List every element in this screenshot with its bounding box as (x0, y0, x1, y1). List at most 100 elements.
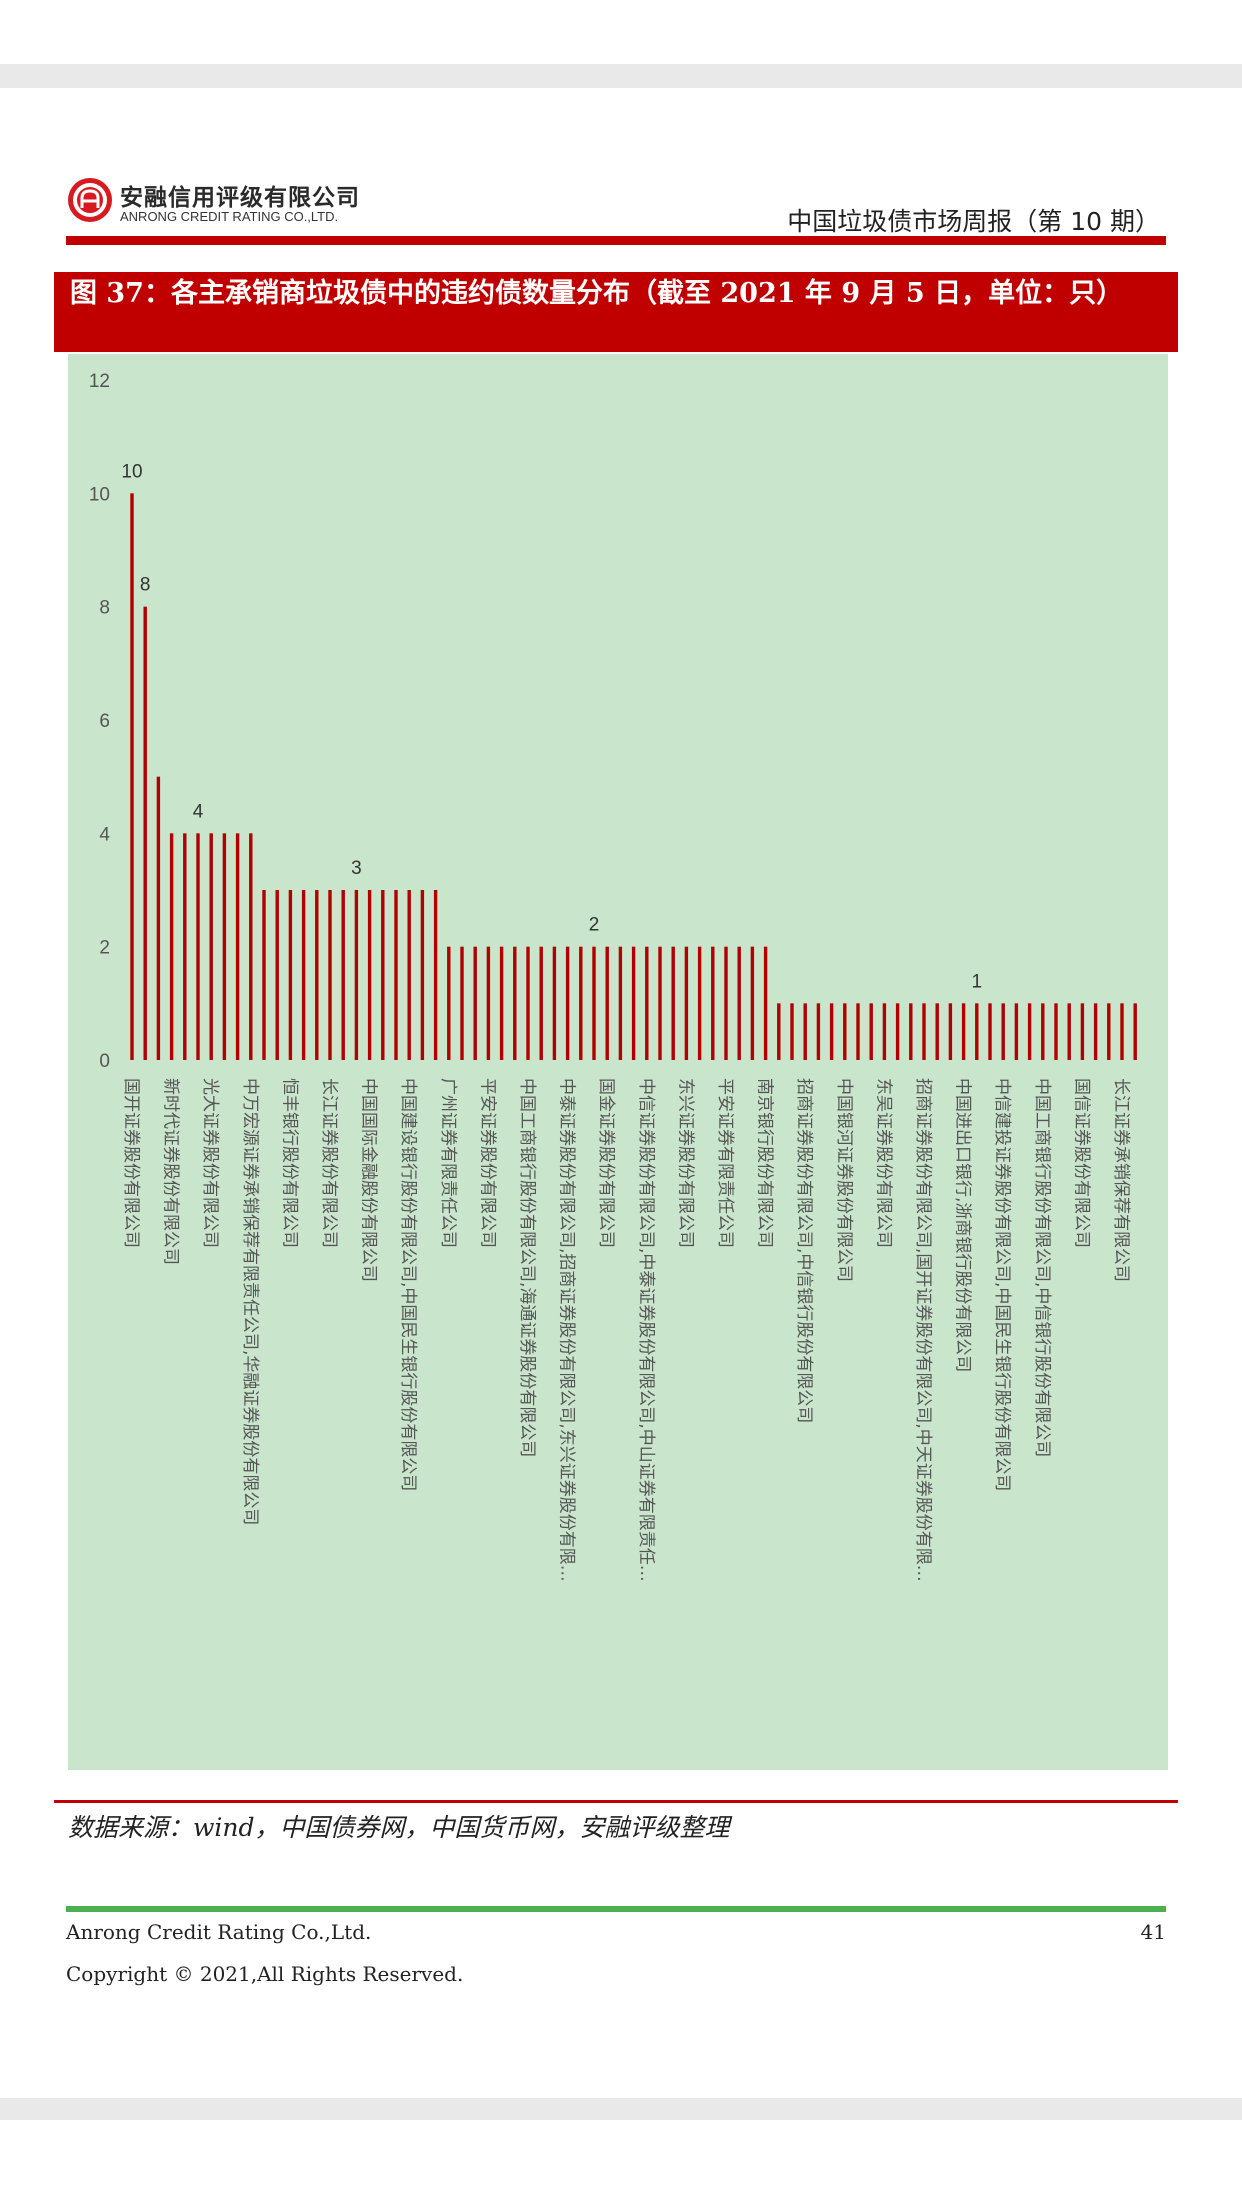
x-axis-label: 中信证券股份有限公司,中泰证券股份有限公司,中山证券有限责任… (636, 1078, 656, 1582)
bar (565, 946, 570, 1060)
y-tick-label: 8 (99, 598, 110, 619)
bar (394, 890, 398, 1060)
bar (579, 946, 583, 1060)
data-label: 3 (351, 858, 362, 879)
bar (829, 1003, 834, 1060)
bar (209, 833, 213, 1060)
bar (341, 890, 345, 1060)
data-label: 4 (193, 801, 204, 822)
bar (605, 946, 609, 1060)
bar (301, 890, 306, 1060)
data-label: 1 (972, 971, 983, 992)
x-axis-label: 中国国际金融股份有限公司 (359, 1078, 379, 1282)
bar (539, 946, 543, 1060)
bar (1093, 1003, 1098, 1060)
bar (961, 1003, 966, 1060)
y-tick-label: 0 (99, 1051, 110, 1072)
bar (737, 946, 741, 1060)
bar (909, 1003, 913, 1060)
bar-chart: 0 2 4 6 8 10 12 10 8 4 3 2 1 国开证券股份有限公司 新时代证券股份有限公司 光大证… (89, 371, 1137, 1582)
bar (1001, 1003, 1005, 1060)
bar (975, 1003, 979, 1060)
report-title: 中国垃圾债市场周报（第 10 期） (787, 207, 1160, 236)
bar (328, 890, 332, 1060)
figure-title: 图 37：各主承销商垃圾债中的违约债数量分布（截至 2021 年 9 月 5 日… (54, 272, 1178, 352)
bar (777, 1003, 781, 1060)
y-tick-label: 2 (99, 938, 110, 959)
page-number: 41 (1140, 1920, 1166, 1944)
bar (526, 946, 530, 1060)
bar (1067, 1003, 1071, 1060)
x-axis-label: 中国工商银行股份有限公司,海通证券股份有限公司 (517, 1078, 537, 1457)
bar (895, 1003, 900, 1060)
bottom-gray-band (0, 2098, 1242, 2120)
bar (433, 890, 438, 1060)
x-axis-label: 中国建设银行股份有限公司,中国民生银行股份有限公司 (398, 1078, 418, 1491)
x-axis-label: 平安证券股份有限公司 (477, 1078, 497, 1248)
y-tick-label: 4 (99, 824, 110, 845)
x-axis-label: 招商证券股份有限公司,中信银行股份有限公司 (794, 1078, 814, 1423)
bar (222, 833, 227, 1060)
bar (1133, 1003, 1137, 1060)
bar (156, 776, 161, 1060)
bar (499, 946, 504, 1060)
source-rule (54, 1800, 1178, 1803)
bar (196, 833, 200, 1060)
x-axis-label: 南京银行股份有限公司 (755, 1078, 775, 1248)
bar (697, 946, 702, 1060)
bar (631, 946, 636, 1060)
bar (1027, 1003, 1032, 1060)
bar (988, 1003, 992, 1060)
x-axis-label: 广州证券有限责任公司 (438, 1078, 458, 1248)
x-axis-label: 国开证券股份有限公司 (121, 1078, 141, 1248)
bar (315, 890, 319, 1060)
y-tick-label: 10 (89, 484, 110, 505)
footer-company: Anrong Credit Rating Co.,Ltd. (66, 1920, 372, 1944)
bar (882, 1003, 887, 1060)
x-axis-label: 招商证券股份有限公司,国开证券股份有限公司,中天证券股份有限… (913, 1078, 933, 1582)
bar (645, 946, 649, 1060)
bar (381, 890, 385, 1060)
bar (552, 946, 557, 1060)
bar (711, 946, 715, 1060)
bar (1041, 1003, 1045, 1060)
logo-emblem-icon (68, 178, 112, 222)
bar (790, 1003, 794, 1060)
bar (513, 946, 517, 1060)
bar (420, 890, 425, 1060)
bar (922, 1003, 926, 1060)
y-tick-label: 6 (99, 711, 110, 732)
bar (486, 946, 491, 1060)
logo-company-cn: 安融信用评级有限公司 (120, 185, 360, 211)
bar (684, 946, 689, 1060)
x-axis-label: 中国工商银行股份有限公司,中信银行股份有限公司 (1032, 1078, 1052, 1457)
x-axis-label: 国信证券股份有限公司 (1071, 1078, 1091, 1248)
bar (249, 833, 253, 1060)
bar (354, 890, 359, 1060)
x-axis-label: 中万宏源证券承销保荐有限责任公司,华融证券股份有限公司 (240, 1078, 260, 1525)
bar (658, 946, 662, 1060)
y-tick-label: 12 (89, 371, 110, 392)
x-axis-label: 长江证券承销保荐有限公司 (1111, 1078, 1131, 1282)
bar (843, 1003, 847, 1060)
bar (288, 890, 293, 1060)
bar (367, 890, 372, 1060)
x-axis-label: 新时代证券股份有限公司 (161, 1078, 181, 1265)
bar (262, 890, 266, 1060)
x-axis-label: 平安证券有限责任公司 (715, 1078, 735, 1248)
data-label: 8 (140, 575, 151, 596)
bar (169, 833, 174, 1060)
bar (592, 946, 596, 1060)
bar (1054, 1003, 1058, 1060)
x-axis-label: 中信建投证券股份有限公司,中国民生银行股份有限公司 (992, 1078, 1012, 1491)
bar (1080, 1003, 1085, 1060)
bar (473, 946, 477, 1060)
bar (183, 833, 187, 1060)
company-logo: 安融信用评级有限公司 ANRONG CREDIT RATING CO.,LTD. (68, 178, 386, 228)
bar (671, 946, 675, 1060)
x-axis-label: 东吴证券股份有限公司 (873, 1078, 893, 1248)
bar (460, 946, 464, 1060)
bar (447, 946, 451, 1060)
data-label: 10 (121, 461, 142, 482)
bar (856, 1003, 860, 1060)
